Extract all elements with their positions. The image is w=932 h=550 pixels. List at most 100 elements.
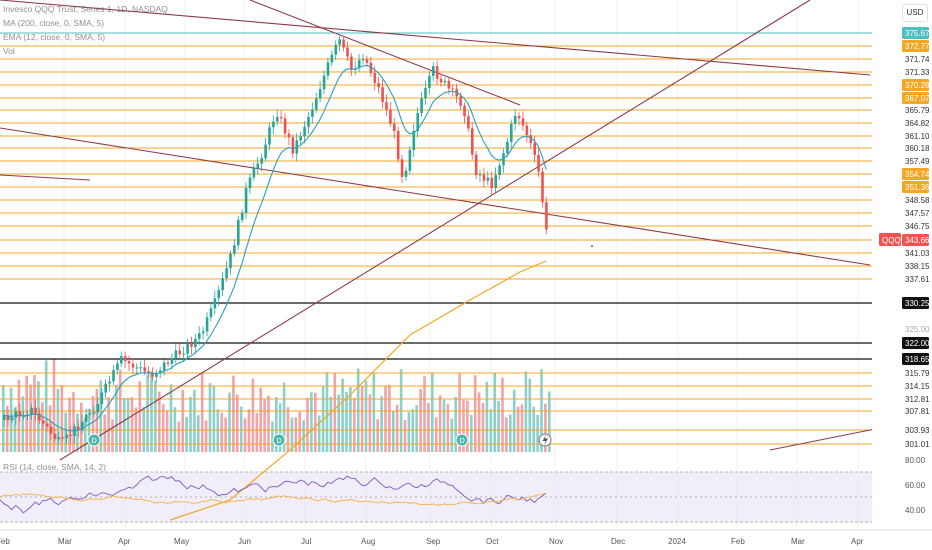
time-axis-label: Jun (238, 537, 251, 546)
candle-body (53, 433, 57, 440)
volume-bar (438, 395, 442, 452)
candle-body (447, 80, 451, 89)
candle-body (303, 126, 306, 137)
candle-body (229, 253, 232, 269)
candle-body (396, 130, 400, 160)
volume-bar (353, 397, 356, 452)
dividend-marker (87, 433, 101, 447)
candle-body (88, 413, 92, 415)
candle-body (166, 362, 170, 364)
candle-body (96, 403, 100, 413)
price-label: 348.58 (905, 196, 930, 205)
price-label: 347.57 (905, 209, 930, 218)
volume-bar (275, 397, 278, 452)
symbol-tag[interactable]: QQQ (882, 236, 901, 245)
legend-rsi: RSI (14, close, SMA, 14, 2) (3, 462, 106, 472)
ma200-line (169, 260, 547, 521)
volume-bar (341, 378, 344, 452)
candle-body (252, 168, 256, 178)
volume-bar (524, 371, 528, 452)
price-axis[interactable]: 375.67 372.77 371.74 371.33 370.28 367.07 365.… (548, 0, 932, 528)
candle-body (178, 350, 182, 355)
candle-body (240, 212, 244, 220)
candle-body (463, 105, 466, 117)
candle-body (361, 59, 365, 61)
candle-body (381, 87, 384, 102)
candle-body (225, 268, 228, 279)
volume-bar (431, 372, 434, 452)
price-label-bg (902, 40, 929, 52)
volume-bar (169, 384, 173, 452)
candle-body (221, 278, 224, 290)
volume-bar (99, 380, 103, 452)
lightning-icon (542, 435, 548, 446)
candle-body (49, 426, 53, 434)
volume-bar (146, 374, 149, 452)
trend-line (59, 0, 811, 461)
candle-body (248, 177, 252, 189)
price-label: 338.15 (905, 262, 930, 271)
volume-bar (115, 384, 118, 452)
candle-body (139, 367, 143, 369)
time-axis-label: Aug (361, 537, 375, 546)
volume-bar (337, 394, 340, 452)
volume-bar (505, 417, 508, 452)
price-label-bg (902, 297, 929, 309)
volume-bar (64, 412, 67, 452)
volume-bar (489, 409, 493, 452)
trend-lines[interactable] (0, 0, 931, 461)
candle-body (92, 412, 96, 414)
price-label: 372.77 (905, 42, 930, 51)
dividend-marker-label: D (276, 436, 282, 445)
candle-body (377, 83, 380, 88)
volume-bar (298, 411, 301, 452)
candle-body (57, 437, 61, 440)
price-label: 375.67 (905, 29, 930, 38)
price-label: 318.65 (905, 355, 930, 364)
horizontal-levels[interactable] (0, 32, 872, 445)
volume-bar (130, 397, 134, 452)
indicator-lines (0, 64, 547, 521)
volume-bar (72, 391, 75, 452)
candle-body (112, 369, 115, 382)
legend-title: Invesco QQQ Trust, Series 1, 1D, NASDAQ (3, 4, 168, 14)
volume-bar (493, 373, 496, 452)
time-axis-label: Feb (0, 537, 10, 546)
candle-body (435, 66, 439, 79)
volume-bar (52, 359, 56, 452)
candle-body (342, 39, 345, 48)
candle-body (318, 89, 322, 99)
price-label: 337.61 (905, 275, 930, 284)
candle-body (533, 143, 536, 155)
rsi-pane (0, 471, 872, 523)
candle-body (510, 123, 513, 142)
candle-body (451, 88, 455, 90)
price-label: 360.18 (905, 144, 930, 153)
volume-bar (349, 387, 352, 452)
candle-body (260, 158, 263, 164)
volume-bar (165, 410, 169, 452)
volume-bar (224, 417, 227, 452)
candle-body (22, 416, 26, 418)
candle-body (412, 130, 416, 150)
volume-bar (290, 417, 294, 452)
candle-body (268, 127, 271, 145)
candle-body (151, 373, 154, 377)
volume-bar (44, 360, 48, 452)
volume-bar (161, 404, 165, 452)
candle-body (283, 118, 287, 134)
volume-bar (228, 392, 231, 452)
volume-bar (197, 415, 200, 452)
candle-body (529, 135, 533, 144)
volume-bar (368, 394, 372, 452)
price-label: 307.81 (905, 407, 930, 416)
candle-body (264, 144, 267, 159)
trend-line (0, 127, 871, 266)
candle-body (256, 163, 260, 169)
time-axis[interactable]: Feb Mar Apr May Jun Jul Aug Sep Oct Nov Dec 2024 Feb… (0, 529, 932, 550)
volume-bar (193, 389, 196, 452)
currency-button[interactable]: USD (902, 4, 928, 22)
trend-line (0, 0, 871, 76)
